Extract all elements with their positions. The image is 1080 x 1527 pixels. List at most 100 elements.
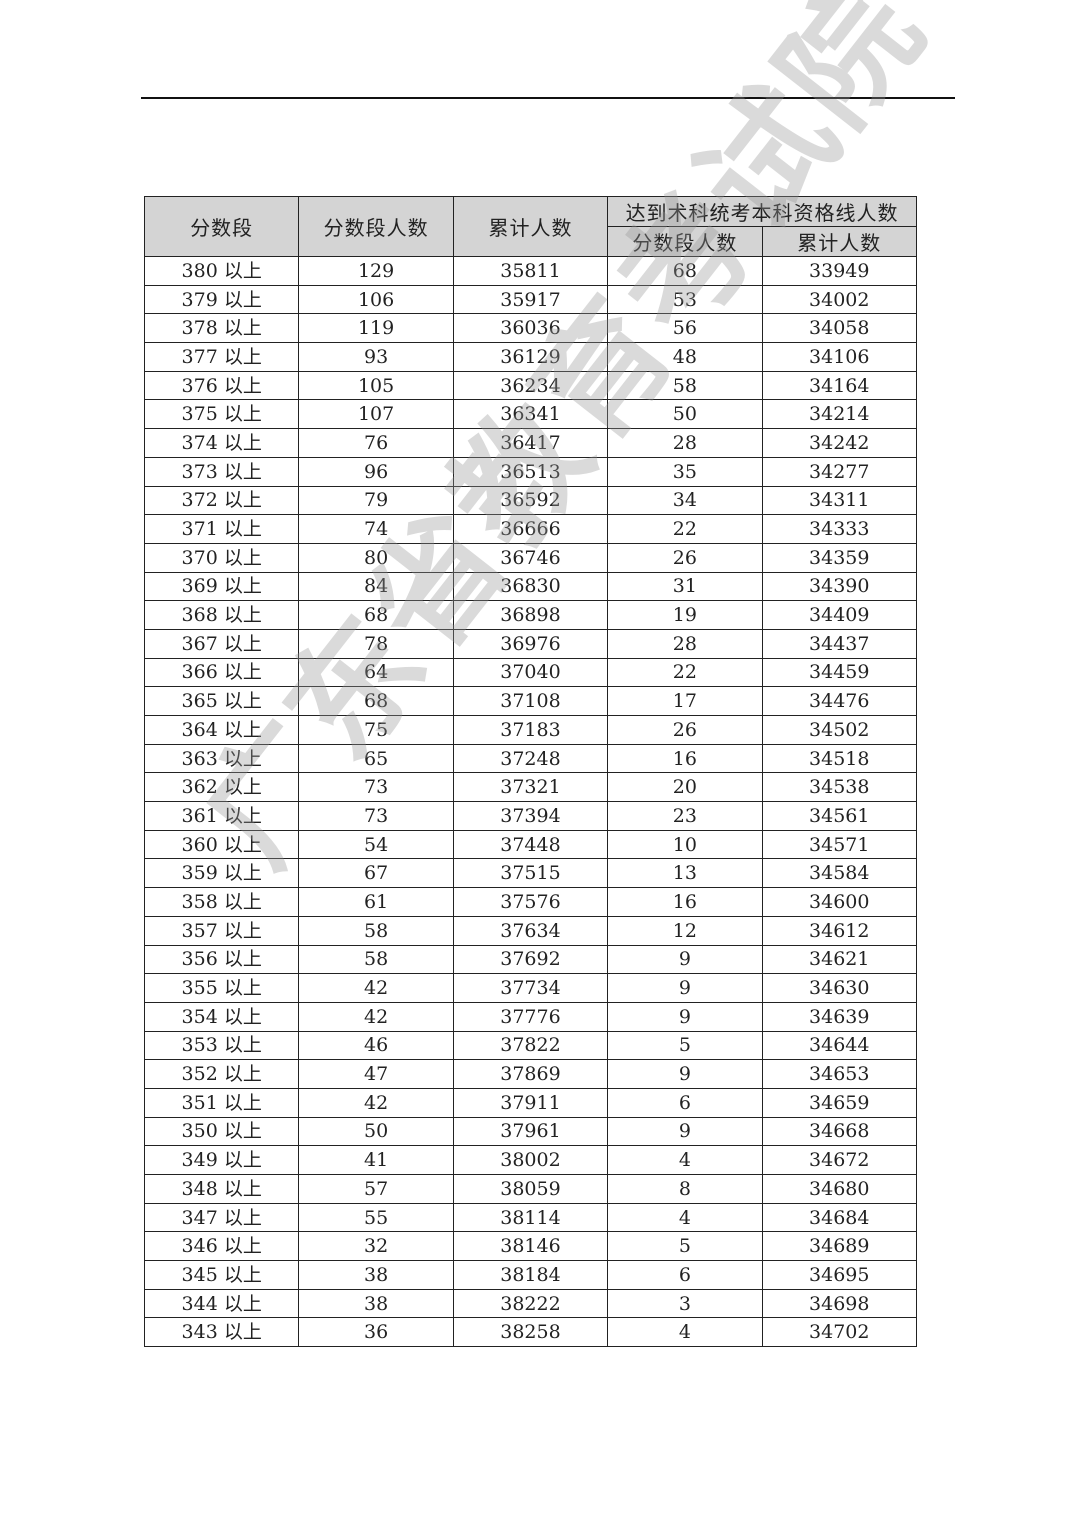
score-band-cell: 380 以上 [143, 256, 300, 286]
qualified-band-count-cell: 4 [607, 1145, 763, 1175]
table-row: 353 以上 46 37822 5 34644 [143, 1030, 917, 1061]
score-band-cell: 375 以上 [143, 399, 300, 430]
table-row: 366 以上 64 37040 22 34459 [143, 657, 917, 688]
qualified-band-count-cell: 16 [607, 887, 763, 917]
band-count-cell: 64 [298, 657, 454, 688]
band-count-cell: 74 [298, 514, 454, 544]
table-row: 375 以上 107 36341 50 34214 [143, 399, 917, 430]
cumulative-cell: 36513 [452, 456, 609, 487]
band-count-cell: 54 [298, 829, 454, 860]
qualified-cumulative-cell: 34639 [761, 1001, 917, 1032]
qualified-cumulative-cell: 34584 [761, 858, 917, 889]
cumulative-cell: 36592 [452, 485, 609, 516]
score-band-cell: 347 以上 [143, 1202, 300, 1233]
score-band-cell: 363 以上 [143, 743, 300, 774]
score-band-cell: 360 以上 [143, 829, 300, 860]
cumulative-cell: 35917 [452, 284, 609, 315]
score-band-cell: 355 以上 [143, 973, 300, 1003]
qualified-cumulative-cell: 34561 [761, 801, 917, 831]
table-row: 343 以上 36 38258 4 34702 [143, 1317, 917, 1348]
cumulative-cell: 37822 [452, 1030, 609, 1061]
qualified-band-count-cell: 22 [607, 514, 763, 544]
cumulative-cell: 37869 [452, 1059, 609, 1089]
qualified-cumulative-cell: 34702 [761, 1317, 917, 1348]
table-row: 351 以上 42 37911 6 34659 [143, 1087, 917, 1118]
score-band-cell: 353 以上 [143, 1030, 300, 1061]
cumulative-cell: 36746 [452, 542, 609, 573]
cumulative-cell: 36830 [452, 571, 609, 602]
score-band-cell: 351 以上 [143, 1087, 300, 1118]
band-count-cell: 38 [298, 1260, 454, 1290]
cumulative-cell: 37394 [452, 801, 609, 831]
table-body: 380 以上 129 35811 68 33949 379 以上 106 35917 53 340… [143, 256, 917, 1348]
band-count-cell: 96 [298, 456, 454, 487]
band-count-cell: 42 [298, 973, 454, 1003]
qualified-cumulative-cell: 34630 [761, 973, 917, 1003]
score-band-cell: 378 以上 [143, 313, 300, 344]
qualified-cumulative-cell: 34571 [761, 829, 917, 860]
qualified-band-count-cell: 12 [607, 915, 763, 946]
cumulative-cell: 38222 [452, 1288, 609, 1319]
table-row: 360 以上 54 37448 10 34571 [143, 829, 917, 860]
qualified-band-count-cell: 9 [607, 973, 763, 1003]
header-qualified-group: 达到术科统考本科资格线人数 [607, 196, 917, 227]
header-score-band: 分数段 [143, 196, 300, 257]
qualified-cumulative-cell: 33949 [761, 256, 917, 286]
qualified-band-count-cell: 9 [607, 1059, 763, 1089]
cumulative-cell: 37515 [452, 858, 609, 889]
band-count-cell: 58 [298, 915, 454, 946]
qualified-band-count-cell: 20 [607, 772, 763, 803]
table-row: 373 以上 96 36513 35 34277 [143, 456, 917, 487]
qualified-band-count-cell: 6 [607, 1260, 763, 1290]
qualified-band-count-cell: 26 [607, 542, 763, 573]
qualified-band-count-cell: 4 [607, 1202, 763, 1233]
score-band-cell: 362 以上 [143, 772, 300, 803]
band-count-cell: 80 [298, 542, 454, 573]
band-count-cell: 73 [298, 801, 454, 831]
table-row: 372 以上 79 36592 34 34311 [143, 485, 917, 516]
band-count-cell: 73 [298, 772, 454, 803]
score-band-cell: 357 以上 [143, 915, 300, 946]
band-count-cell: 65 [298, 743, 454, 774]
qualified-band-count-cell: 16 [607, 743, 763, 774]
qualified-band-count-cell: 22 [607, 657, 763, 688]
score-band-cell: 343 以上 [143, 1317, 300, 1348]
band-count-cell: 41 [298, 1145, 454, 1175]
qualified-cumulative-cell: 34002 [761, 284, 917, 315]
qualified-cumulative-cell: 34672 [761, 1145, 917, 1175]
qualified-band-count-cell: 31 [607, 571, 763, 602]
band-count-cell: 68 [298, 686, 454, 716]
band-count-cell: 61 [298, 887, 454, 917]
qualified-cumulative-cell: 34644 [761, 1030, 917, 1061]
cumulative-cell: 37248 [452, 743, 609, 774]
table-row: 368 以上 68 36898 19 34409 [143, 600, 917, 630]
qualified-cumulative-cell: 34600 [761, 887, 917, 917]
cumulative-cell: 36976 [452, 628, 609, 659]
qualified-band-count-cell: 8 [607, 1174, 763, 1204]
table-row: 356 以上 58 37692 9 34621 [143, 944, 917, 975]
qualified-band-count-cell: 35 [607, 456, 763, 487]
band-count-cell: 119 [298, 313, 454, 344]
table-row: 345 以上 38 38184 6 34695 [143, 1260, 917, 1290]
qualified-band-count-cell: 5 [607, 1030, 763, 1061]
band-count-cell: 46 [298, 1030, 454, 1061]
table-row: 365 以上 68 37108 17 34476 [143, 686, 917, 716]
band-count-cell: 105 [298, 370, 454, 401]
table-row: 378 以上 119 36036 56 34058 [143, 313, 917, 344]
cumulative-cell: 38146 [452, 1231, 609, 1262]
qualified-cumulative-cell: 34698 [761, 1288, 917, 1319]
band-count-cell: 84 [298, 571, 454, 602]
cumulative-cell: 37108 [452, 686, 609, 716]
table-row: 377 以上 93 36129 48 34106 [143, 342, 917, 372]
band-count-cell: 32 [298, 1231, 454, 1262]
cumulative-cell: 38059 [452, 1174, 609, 1204]
score-band-cell: 350 以上 [143, 1116, 300, 1147]
cumulative-cell: 38258 [452, 1317, 609, 1348]
score-band-cell: 344 以上 [143, 1288, 300, 1319]
score-band-cell: 371 以上 [143, 514, 300, 544]
cumulative-cell: 36666 [452, 514, 609, 544]
table-row: 370 以上 80 36746 26 34359 [143, 542, 917, 573]
qualified-cumulative-cell: 34390 [761, 571, 917, 602]
qualified-band-count-cell: 28 [607, 628, 763, 659]
header-cumulative: 累计人数 [452, 196, 609, 257]
